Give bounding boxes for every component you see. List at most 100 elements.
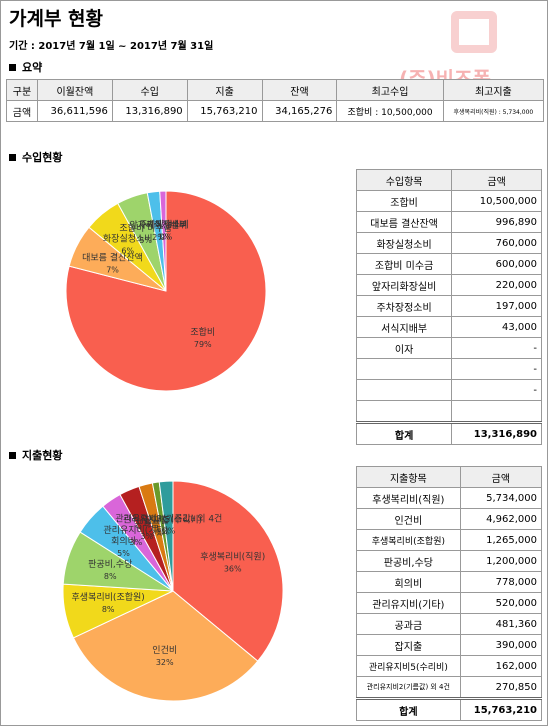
cell: 인건비	[356, 508, 461, 530]
data-row: 후생복리비(조합원) 1,265,000	[356, 529, 543, 551]
slice-label: 판공비,수당	[88, 559, 132, 570]
slice-percent: 8%	[102, 605, 115, 614]
data-row: -	[355, 358, 542, 380]
income-table: 수입항목 금액 조합비 10,500,000 대보름 결산잔액 996,890 화장실청소비…	[355, 169, 542, 445]
pie-slice	[72, 590, 259, 702]
cell: 최고지출	[442, 79, 545, 101]
data-row: 잡지출 390,000	[356, 634, 543, 656]
slice-percent: 79%	[194, 340, 212, 349]
cell: 13,316,890	[111, 100, 188, 122]
data-row: 주차장정소비 197,000	[355, 295, 542, 317]
cell: 5,734,000	[459, 487, 543, 509]
period: 기간 : 2017년 7월 1일 ~ 2017년 7월 31일	[9, 41, 214, 52]
slice-percent: 2%	[150, 529, 163, 538]
slice-label: 인건비	[152, 645, 177, 656]
cell: 조합비	[355, 190, 453, 212]
slice-percent: 1%	[156, 527, 169, 536]
title: 가계부 현황	[9, 8, 104, 30]
cell: 지출	[186, 79, 263, 101]
cell	[451, 400, 542, 423]
cell: 합계	[355, 421, 453, 445]
data-row: 관리유지비2(기름값) 외 4건 270,850	[356, 676, 543, 699]
data-row: 인건비 4,962,000	[356, 508, 543, 530]
cell: 공과금	[356, 613, 461, 635]
slice-percent: 5%	[117, 549, 130, 558]
slice-percent: 3%	[130, 538, 143, 547]
cell: 996,890	[451, 211, 542, 233]
cell: 후생복리비(직원)	[356, 487, 461, 509]
cell: 43,000	[451, 316, 542, 338]
cell	[355, 358, 453, 380]
slice-percent: 5%	[139, 236, 152, 245]
slice-label: 대보름 결산잔액	[82, 251, 143, 263]
data-row: 후생복리비(직원) 5,734,000	[356, 487, 543, 509]
cell: 197,000	[451, 295, 542, 317]
cell: 화장실청소비	[355, 232, 453, 254]
slice-percent: 2%	[152, 233, 165, 242]
cell: -	[451, 337, 542, 359]
data-row: 서식지배부 43,000	[355, 316, 542, 338]
slice-percent: 8%	[104, 572, 117, 581]
data-row: 이자 -	[355, 337, 542, 359]
slice-label: 관리유지비5(수리비)	[123, 514, 202, 525]
total-row: 합계 13,316,890	[355, 421, 542, 445]
cell: 수입	[111, 79, 188, 101]
pie-slice	[172, 480, 284, 662]
cell: 481,360	[459, 613, 543, 635]
expense-table: 지출항목 금액 후생복리비(직원) 5,734,000 인건비 4,962,000 후생복리…	[356, 466, 543, 721]
slice-label: 조합비 미수금	[119, 223, 172, 234]
slice-label: 조합비	[190, 327, 215, 338]
cell: 관리유지비(기타)	[356, 592, 461, 614]
header-row: 지출항목 금액	[356, 466, 543, 488]
data-row: 판공비,수당 1,200,000	[356, 550, 543, 572]
cell: 15,763,210	[459, 697, 543, 721]
slice-label: 회의비	[111, 536, 136, 547]
logo	[451, 11, 497, 53]
slice-percent: 36%	[224, 564, 242, 573]
cell: 520,000	[459, 592, 543, 614]
slice-label: 공과금	[134, 519, 159, 530]
cell: 162,000	[459, 655, 543, 677]
data-row: 금액 36,611,596 13,316,890 15,763,210 34,165,2…	[6, 100, 545, 122]
summary-table: 구분 이월잔액 수입 지출 잔액 최고수입 최고지출 금액 36,611,596 13,316,8…	[6, 79, 545, 122]
data-row: 대보름 결산잔액 996,890	[355, 211, 542, 233]
cell: 후생복리비(직원) : 5,734,000	[442, 100, 545, 122]
cell: 760,000	[451, 232, 542, 254]
cell: 36,611,596	[36, 100, 113, 122]
cell: 4,962,000	[459, 508, 543, 530]
slice-percent: 2%	[163, 527, 176, 536]
cell: -	[451, 379, 542, 401]
cell: 이월잔액	[36, 79, 113, 101]
slice-label: 서식지배부	[145, 220, 186, 231]
cell: 판공비,수당	[356, 550, 461, 572]
data-row: 앞자리화장실비 220,000	[355, 274, 542, 296]
cell: 후생복리비(조합원)	[356, 529, 461, 551]
cell: 조합비 : 10,500,000	[336, 100, 444, 122]
data-row: 조합비 미수금 600,000	[355, 253, 542, 275]
header-row: 수입항목 금액	[355, 169, 542, 191]
data-row: -	[355, 379, 542, 401]
cell: 1,200,000	[459, 550, 543, 572]
charts: 조합비 79% 대보름 결산잔액 7% 화장실청소비 6% 조합비 미수금 5% 앞자리화장실비…	[62, 190, 284, 702]
cell: 합계	[356, 697, 461, 721]
data-row: 화장실청소비 760,000	[355, 232, 542, 254]
slice-label: 관리유지비2(기름값) 외 4건	[115, 513, 222, 525]
cell: 대보름 결산잔액	[355, 211, 453, 233]
cell: 금액	[451, 169, 542, 191]
header-row: 구분 이월잔액 수입 지출 잔액 최고수입 최고지출	[6, 79, 545, 101]
cell: 잡지출	[356, 634, 461, 656]
data-row: 공과금 481,360	[356, 613, 543, 635]
slice-label: 관리유지비(기타)	[103, 525, 168, 536]
cell: 이자	[355, 337, 453, 359]
slice-label: 잡지출	[144, 515, 169, 527]
slice-percent: 1%	[158, 233, 171, 242]
cell: 390,000	[459, 634, 543, 656]
slice-percent: 32%	[156, 658, 174, 667]
slice-percent: 6%	[121, 246, 134, 255]
total-row: 합계 15,763,210	[356, 697, 543, 721]
data-row: 조합비 10,500,000	[355, 190, 542, 212]
slice-label: 후생복리비(직원)	[200, 551, 265, 562]
cell: 구분	[6, 79, 38, 101]
summary-heading: 요약	[9, 59, 42, 75]
